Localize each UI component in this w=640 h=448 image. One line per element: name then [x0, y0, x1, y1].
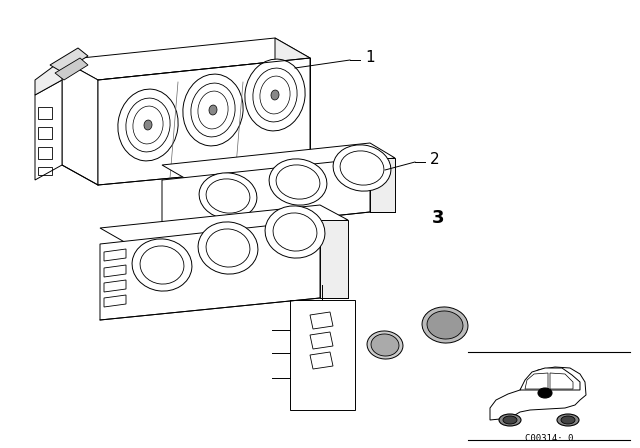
Text: C00314· 0: C00314· 0 — [525, 434, 573, 443]
Ellipse shape — [144, 120, 152, 130]
Ellipse shape — [245, 59, 305, 131]
Ellipse shape — [273, 213, 317, 251]
Polygon shape — [100, 220, 320, 320]
Polygon shape — [98, 58, 310, 185]
Ellipse shape — [206, 229, 250, 267]
Polygon shape — [275, 38, 310, 105]
Ellipse shape — [557, 414, 579, 426]
Polygon shape — [104, 295, 126, 307]
Bar — [38, 167, 52, 175]
Bar — [290, 300, 355, 410]
Ellipse shape — [271, 90, 279, 100]
Ellipse shape — [503, 416, 517, 424]
Ellipse shape — [427, 311, 463, 339]
Polygon shape — [62, 60, 98, 185]
Polygon shape — [55, 58, 88, 80]
Polygon shape — [370, 158, 395, 212]
Polygon shape — [62, 38, 310, 80]
Polygon shape — [310, 312, 333, 329]
Ellipse shape — [499, 414, 521, 426]
Ellipse shape — [340, 151, 384, 185]
Polygon shape — [550, 373, 573, 389]
Ellipse shape — [132, 239, 192, 291]
Polygon shape — [104, 249, 126, 261]
Polygon shape — [310, 332, 333, 349]
Polygon shape — [35, 60, 62, 95]
Ellipse shape — [198, 91, 228, 129]
Ellipse shape — [199, 173, 257, 219]
Polygon shape — [104, 265, 126, 277]
Polygon shape — [520, 368, 580, 390]
Ellipse shape — [538, 388, 552, 398]
Ellipse shape — [183, 74, 243, 146]
Polygon shape — [320, 220, 348, 298]
Ellipse shape — [126, 98, 170, 152]
Ellipse shape — [206, 179, 250, 213]
Ellipse shape — [260, 76, 290, 114]
Polygon shape — [104, 280, 126, 292]
Polygon shape — [525, 373, 548, 389]
Ellipse shape — [561, 416, 575, 424]
Ellipse shape — [191, 83, 235, 137]
Ellipse shape — [333, 145, 391, 191]
Ellipse shape — [422, 307, 468, 343]
Polygon shape — [310, 352, 333, 369]
Text: 2: 2 — [430, 151, 440, 167]
Ellipse shape — [133, 106, 163, 144]
Ellipse shape — [371, 334, 399, 356]
Bar — [38, 147, 52, 159]
Polygon shape — [162, 158, 370, 234]
Polygon shape — [490, 367, 586, 420]
Text: 1: 1 — [365, 49, 374, 65]
Polygon shape — [100, 205, 348, 244]
Ellipse shape — [253, 68, 297, 122]
Ellipse shape — [269, 159, 327, 205]
Polygon shape — [50, 48, 88, 72]
Ellipse shape — [276, 165, 320, 199]
Bar — [38, 107, 52, 119]
Ellipse shape — [198, 222, 258, 274]
Ellipse shape — [140, 246, 184, 284]
Ellipse shape — [367, 331, 403, 359]
Polygon shape — [162, 143, 395, 180]
Ellipse shape — [118, 89, 178, 161]
Text: 3: 3 — [432, 209, 445, 227]
Bar — [38, 127, 52, 139]
Polygon shape — [35, 80, 62, 180]
Ellipse shape — [265, 206, 325, 258]
Ellipse shape — [209, 105, 217, 115]
